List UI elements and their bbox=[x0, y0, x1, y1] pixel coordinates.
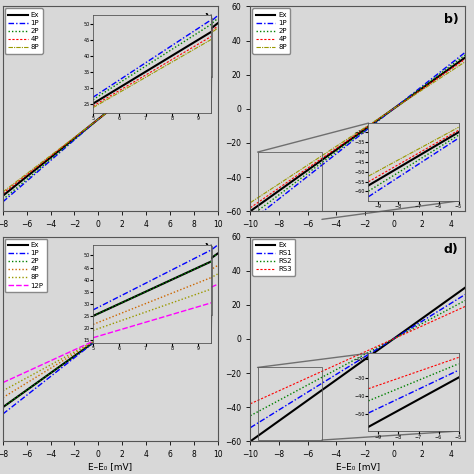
Bar bbox=[257, 367, 322, 440]
Legend: Ex, 1P, 2P, 4P, 8P: Ex, 1P, 2P, 4P, 8P bbox=[5, 9, 43, 54]
Legend: Ex, RS1, RS2, RS3: Ex, RS1, RS2, RS3 bbox=[253, 238, 295, 276]
Text: d): d) bbox=[444, 243, 458, 255]
Legend: Ex, 1P, 2P, 4P, 8P: Ex, 1P, 2P, 4P, 8P bbox=[253, 9, 290, 54]
X-axis label: E–E₀ [mV]: E–E₀ [mV] bbox=[336, 462, 380, 471]
Bar bbox=[158, 246, 211, 315]
Bar bbox=[257, 152, 322, 219]
Bar bbox=[158, 18, 211, 77]
Legend: Ex, 1P, 2P, 4P, 8P, 12P: Ex, 1P, 2P, 4P, 8P, 12P bbox=[5, 238, 47, 292]
Text: a): a) bbox=[197, 12, 211, 26]
Text: b): b) bbox=[444, 12, 458, 26]
X-axis label: E–E₀ [mV]: E–E₀ [mV] bbox=[88, 462, 132, 471]
Text: c): c) bbox=[198, 243, 211, 255]
